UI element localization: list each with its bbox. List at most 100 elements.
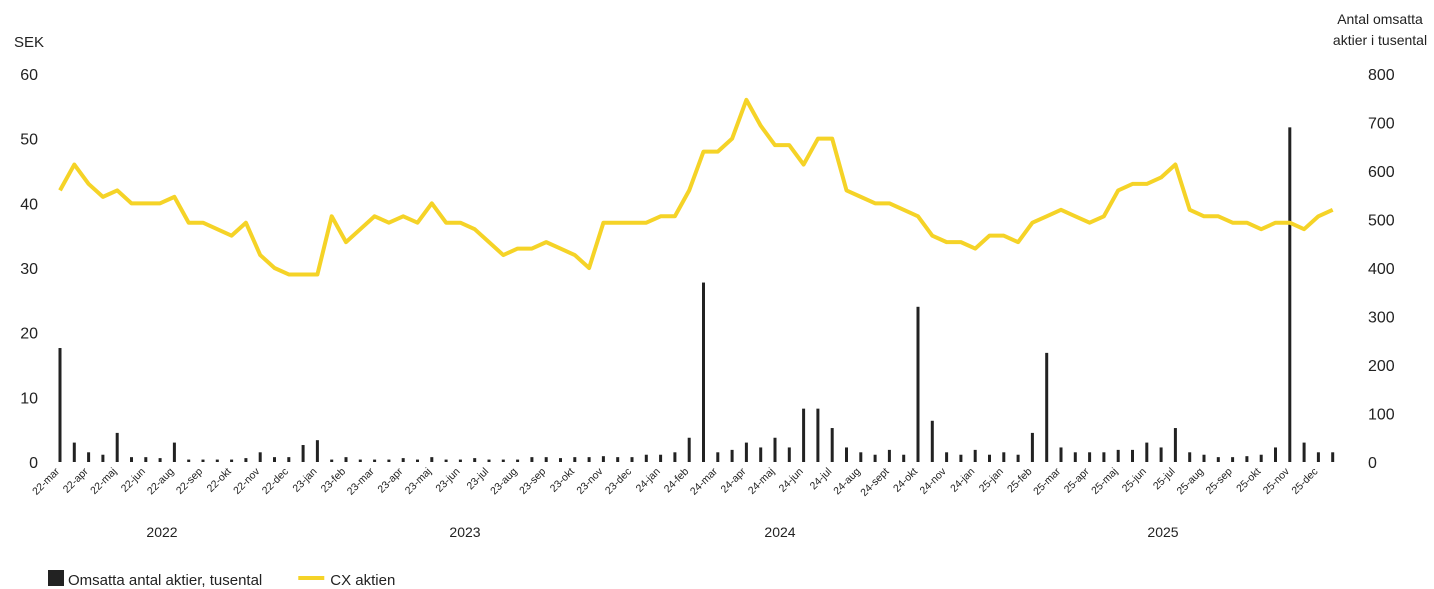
bar bbox=[988, 454, 991, 462]
bar bbox=[673, 452, 677, 462]
bar bbox=[659, 454, 663, 462]
y-tick-label: 0 bbox=[29, 455, 38, 472]
bar bbox=[587, 457, 591, 462]
y2-tick-label: 100 bbox=[1368, 407, 1395, 424]
x-tick-label: 24-maj bbox=[746, 466, 777, 497]
bar bbox=[1045, 352, 1049, 462]
x-tick-label: 23-okt bbox=[548, 466, 577, 495]
bar bbox=[773, 437, 777, 462]
x-tick-label: 25-apr bbox=[1062, 465, 1092, 495]
x-tick-label: 23-mar bbox=[345, 465, 377, 497]
bar bbox=[1131, 449, 1134, 462]
x-tick-label: 25-feb bbox=[1005, 466, 1035, 496]
bar bbox=[1202, 454, 1206, 462]
bar bbox=[172, 442, 176, 462]
y-tick-label: 60 bbox=[20, 67, 38, 84]
y2-tick-label: 600 bbox=[1368, 164, 1395, 181]
x-tick-label: 25-sep bbox=[1204, 466, 1235, 497]
bar bbox=[544, 457, 548, 462]
x-tick-label: 22-jun bbox=[119, 466, 148, 495]
x-tick-label: 25-okt bbox=[1234, 466, 1263, 495]
bar bbox=[416, 459, 419, 462]
bar bbox=[230, 459, 234, 462]
x-tick-label: 25-mar bbox=[1031, 465, 1063, 497]
bar bbox=[144, 457, 148, 462]
bar bbox=[687, 437, 691, 462]
bar bbox=[373, 459, 377, 462]
bar bbox=[1216, 457, 1220, 462]
y2-tick-label: 300 bbox=[1368, 310, 1395, 327]
bar bbox=[1030, 432, 1034, 462]
bar bbox=[258, 452, 262, 462]
x-tick-label: 23-feb bbox=[319, 466, 349, 496]
bar bbox=[530, 457, 534, 462]
bar bbox=[215, 459, 219, 462]
bar bbox=[1188, 452, 1192, 462]
bar bbox=[816, 408, 820, 462]
bar bbox=[1002, 452, 1006, 462]
x-tick-label: 25-dec bbox=[1289, 466, 1320, 497]
bar bbox=[1245, 456, 1249, 462]
bar bbox=[930, 420, 934, 462]
x-tick-label: 24-apr bbox=[719, 465, 749, 495]
bar bbox=[1316, 452, 1320, 462]
bar bbox=[344, 457, 348, 462]
bar bbox=[130, 457, 133, 462]
x-tick-label: 23-apr bbox=[375, 465, 405, 495]
bar bbox=[358, 459, 362, 462]
x-tick-label: 24-nov bbox=[918, 465, 950, 497]
bar bbox=[1059, 447, 1063, 462]
bar bbox=[601, 456, 605, 462]
year-label: 2025 bbox=[1147, 524, 1178, 540]
x-tick-label: 22-maj bbox=[88, 466, 119, 497]
bar bbox=[887, 449, 891, 462]
y-tick-label: 30 bbox=[20, 261, 38, 278]
legend-label: CX aktien bbox=[330, 572, 395, 589]
x-tick-label: 24-okt bbox=[891, 466, 920, 495]
y2-tick-label: 400 bbox=[1368, 261, 1395, 278]
bar bbox=[945, 452, 949, 462]
x-tick-label: 24-jun bbox=[777, 466, 806, 495]
legend-swatch bbox=[48, 570, 64, 586]
x-tick-label: 22-aug bbox=[145, 466, 177, 498]
bar bbox=[702, 282, 705, 462]
x-tick-label: 23-sep bbox=[517, 466, 548, 497]
bar bbox=[501, 459, 505, 462]
y-tick-label: 40 bbox=[20, 196, 38, 213]
bar bbox=[287, 457, 291, 462]
x-tick-label: 23-jan bbox=[290, 466, 319, 495]
bar bbox=[58, 348, 62, 462]
x-tick-label: 24-jul bbox=[808, 466, 835, 493]
bar bbox=[845, 447, 848, 462]
bar bbox=[458, 459, 462, 462]
bar bbox=[730, 449, 734, 462]
y2-tick-label: 0 bbox=[1368, 455, 1377, 472]
x-tick-label: 24-jan bbox=[948, 466, 977, 495]
bar bbox=[916, 306, 920, 462]
y2-tick-label: 700 bbox=[1368, 116, 1395, 133]
bar bbox=[244, 458, 248, 462]
x-tick-label: 25-jun bbox=[1120, 466, 1149, 495]
bar bbox=[802, 408, 806, 462]
bar bbox=[1102, 452, 1106, 462]
bar bbox=[1016, 454, 1020, 462]
y2-axis-title: aktier i tusental bbox=[1333, 32, 1427, 48]
y2-tick-label: 500 bbox=[1368, 213, 1395, 230]
bar bbox=[87, 452, 91, 462]
x-tick-label: 25-aug bbox=[1175, 466, 1207, 498]
year-label: 2024 bbox=[764, 524, 795, 540]
x-tick-label: 22-apr bbox=[61, 465, 91, 495]
x-tick-label: 22-okt bbox=[205, 466, 234, 495]
bar bbox=[559, 458, 562, 462]
bar bbox=[430, 457, 434, 462]
bar bbox=[716, 452, 720, 462]
x-tick-label: 23-dec bbox=[603, 466, 634, 497]
y2-tick-label: 200 bbox=[1368, 358, 1395, 375]
bar bbox=[630, 457, 634, 462]
x-tick-label: 24-aug bbox=[831, 466, 863, 498]
bar bbox=[158, 458, 162, 462]
bar bbox=[387, 459, 391, 462]
bar bbox=[1231, 457, 1235, 462]
x-tick-label: 25-jul bbox=[1151, 466, 1178, 493]
